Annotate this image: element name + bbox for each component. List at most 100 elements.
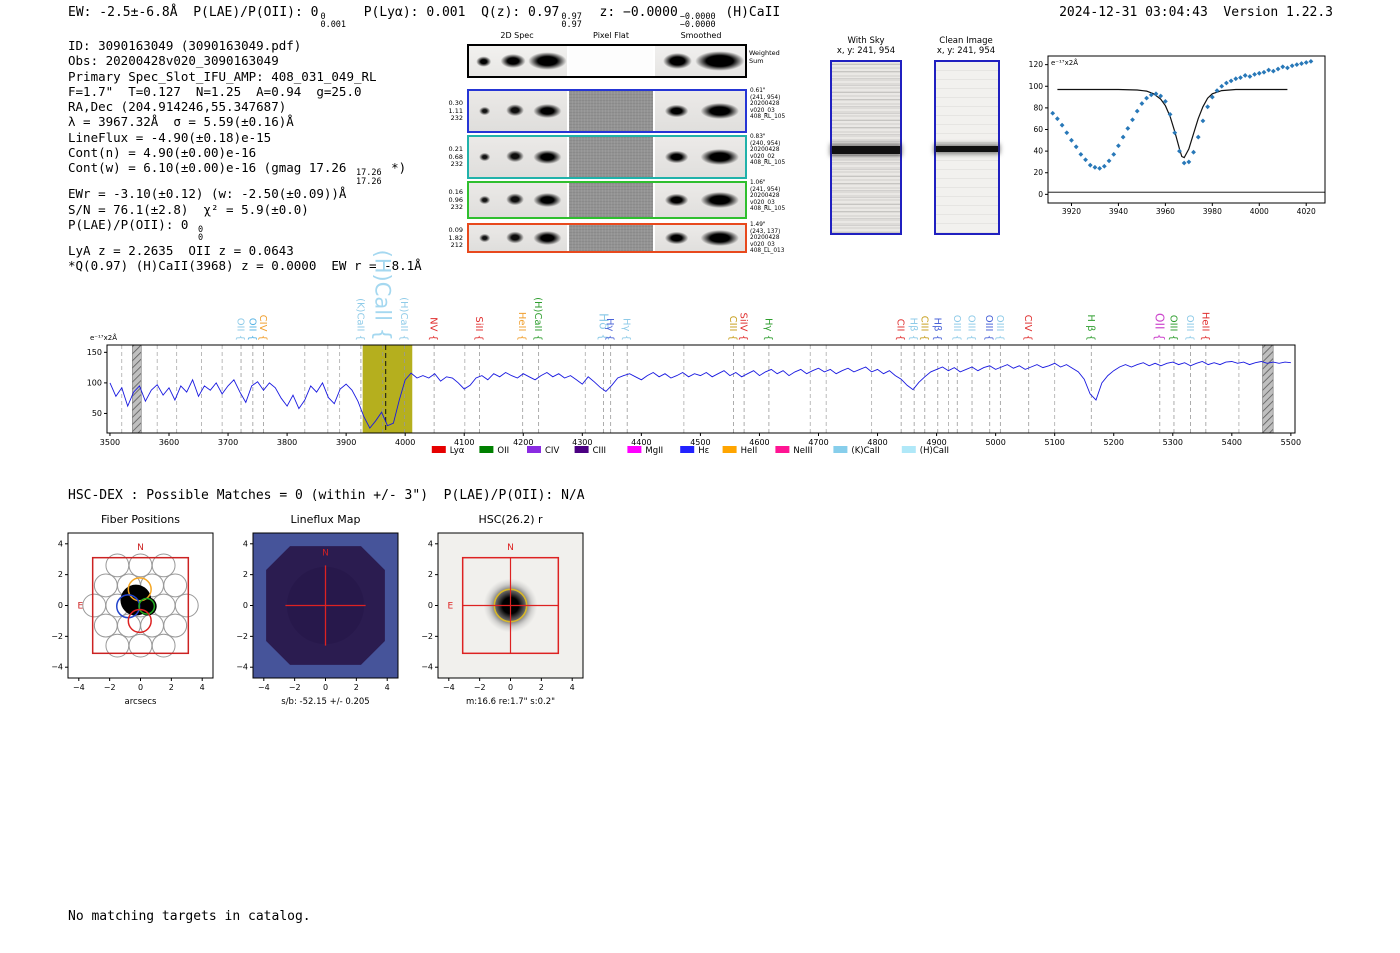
svg-text:2: 2 (243, 570, 248, 579)
col-header-pixel-flat: Pixel Flat (593, 31, 629, 40)
footer-line-1: No matching targets in catalog. (68, 909, 311, 924)
svg-text:4: 4 (428, 539, 433, 548)
svg-text:HeII: HeII (741, 446, 758, 456)
svg-text:0: 0 (1038, 190, 1043, 199)
svg-text:Lyα: Lyα (450, 446, 465, 456)
svg-text:5500: 5500 (1281, 438, 1301, 447)
svg-text:(H)CaII {: (H)CaII { (398, 297, 409, 341)
svg-text:Hβ {: Hβ { (931, 318, 942, 341)
svg-text:CIV {: CIV { (257, 315, 268, 341)
svg-text:−4: −4 (258, 683, 270, 692)
svg-text:HeII {: HeII { (1199, 312, 1210, 341)
svg-text:CIV {: CIV { (1022, 315, 1033, 341)
svg-text:20: 20 (1033, 168, 1043, 177)
svg-text:Lineflux Map: Lineflux Map (290, 513, 360, 526)
svg-text:(H)CaII: (H)CaII (920, 446, 949, 456)
svg-text:OIII {: OIII { (994, 315, 1005, 341)
text-segment: LineFlux = -4.90(±0.18)e-15 (68, 129, 272, 145)
svg-text:N: N (507, 543, 514, 553)
svg-text:−2: −2 (474, 683, 486, 692)
cutout-row-right-labels: 1.49" (243, 137) 20200428 v020_03 408_LL_013 (750, 222, 785, 255)
svg-text:SiIV {: SiIV { (738, 313, 749, 341)
svg-text:−2: −2 (104, 683, 116, 692)
svg-text:−4: −4 (421, 663, 433, 672)
svg-text:4300: 4300 (572, 438, 592, 447)
weighted-2d-spec-image (469, 46, 567, 76)
info-line: LineFlux = -4.90(±0.18)e-15 (68, 130, 422, 145)
svg-text:Hβ {: Hβ { (908, 318, 919, 341)
text-segment: P(Lyα): 0.001 Q(z): 0.97 (348, 5, 560, 20)
svg-text:−2: −2 (289, 683, 301, 692)
weighted-smoothed-image (655, 46, 745, 76)
svg-text:3900: 3900 (336, 438, 356, 447)
svg-text:N: N (137, 543, 144, 553)
fiber-positions-panel: N E −4 −4 −2 −2 0 0 2 2 4 4 Fiber Positions arcsecs (40, 509, 240, 725)
svg-text:−4: −4 (236, 663, 248, 672)
sup-sub-stack: 17.26 17.26 (355, 168, 382, 187)
svg-text:4: 4 (58, 539, 63, 548)
svg-text:E: E (77, 602, 83, 612)
svg-text:5100: 5100 (1045, 438, 1065, 447)
svg-text:4400: 4400 (631, 438, 651, 447)
svg-text:−2: −2 (236, 632, 248, 641)
text-segment: z: −0.0000 (583, 5, 678, 20)
svg-text:2: 2 (58, 570, 63, 579)
svg-text:(K)CaII {: (K)CaII { (354, 298, 365, 341)
svg-text:−4: −4 (73, 683, 85, 692)
col-header-smoothed: Smoothed (680, 31, 722, 40)
info-line: Cont(w) = 6.10(±0.00)e-16 (gmag 17.26 17… (68, 160, 422, 186)
svg-text:CIII: CIII (593, 446, 606, 456)
svg-text:OII: OII (497, 446, 509, 456)
info-line: Cont(n) = 4.90(±0.00)e-16 (68, 145, 422, 160)
with-sky-coords: x, y: 241, 954 (836, 46, 896, 56)
svg-text:0: 0 (323, 683, 328, 692)
lineflux-map-svg: N −4 −4 −2 −2 0 0 2 2 4 4 Lineflux Map s/b: -52.15 +… (236, 513, 399, 707)
svg-text:4600: 4600 (749, 438, 769, 447)
svg-text:4800: 4800 (867, 438, 887, 447)
weighted-pixel-flat-image (569, 46, 653, 76)
text-segment: LyA z = 2.2635 OII z = 0.0643 (68, 242, 294, 258)
with-sky-trace (832, 145, 900, 154)
line-fit-plot-svg: 0 20 40 60 80 100 120 3920 3940 3960 3980 4000 4020 e… (1029, 55, 1326, 216)
info-line: Obs: 20200428v020_3090163049 (68, 53, 422, 68)
cutout-row-right-labels: 0.61" (241, 954) 20200428 v020_03 408_RL_105 (750, 88, 786, 121)
cutout-row (467, 181, 747, 219)
svg-text:3960: 3960 (1156, 207, 1175, 216)
full-spectrum-plot: 3500 3600 3700 3800 3900 4000 4100 4200 4300 4400… (82, 248, 1317, 470)
svg-text:4900: 4900 (926, 438, 946, 447)
svg-text:4: 4 (243, 539, 248, 548)
text-segment: EW: -2.5±-6.8Å P(LAE)/P(OII): 0 (68, 5, 319, 20)
svg-text:HSC(26.2) r: HSC(26.2) r (478, 513, 543, 526)
cutout-row-right-labels: 0.83" (240, 954) 20200428 v020_02 408_RL_105 (750, 134, 786, 167)
text-segment: Cont(w) = 6.10(±0.00)e-16 (gmag 17.26 (68, 160, 354, 176)
weighted-sum-label: Weighted Sum (749, 49, 780, 65)
with-sky-texture (832, 62, 900, 233)
info-line: F=1.7" T=0.127 N=1.25 A=0.94 g=25.0 (68, 84, 422, 99)
svg-text:CIII {: CIII { (727, 316, 738, 341)
svg-text:150: 150 (87, 348, 102, 357)
smoothed-cutout (655, 91, 745, 131)
svg-text:SiII {: SiII { (473, 316, 484, 341)
svg-text:3500: 3500 (100, 438, 120, 447)
svg-text:NV {: NV { (428, 317, 439, 341)
pixel-flat-cutout (569, 225, 653, 251)
clean-image-title: Clean Image x, y: 241, 954 (937, 36, 995, 56)
text-segment: (H)CaII (717, 5, 781, 20)
svg-text:3980: 3980 (1203, 207, 1222, 216)
svg-text:5300: 5300 (1163, 438, 1183, 447)
with-sky-image (830, 60, 902, 235)
svg-text:NeIII: NeIII (793, 446, 812, 456)
svg-text:3800: 3800 (277, 438, 297, 447)
col-header-2d-spec: 2D Spec (500, 31, 534, 40)
svg-text:40: 40 (1033, 147, 1043, 156)
svg-text:0: 0 (138, 683, 143, 692)
info-line: EWr = -3.10(±0.12) (w: -2.50(±0.09))Å (68, 186, 422, 201)
smoothed-cutout (655, 183, 745, 217)
pixel-flat-cutout (569, 137, 653, 177)
spectrum-plot-svg: 3500 3600 3700 3800 3900 4000 4100 4200 4300 4400… (87, 250, 1301, 456)
svg-text:(K)CaII: (K)CaII (851, 446, 879, 456)
svg-text:e⁻¹⁷x2Å: e⁻¹⁷x2Å (1051, 58, 1078, 67)
svg-text:4000: 4000 (395, 438, 415, 447)
